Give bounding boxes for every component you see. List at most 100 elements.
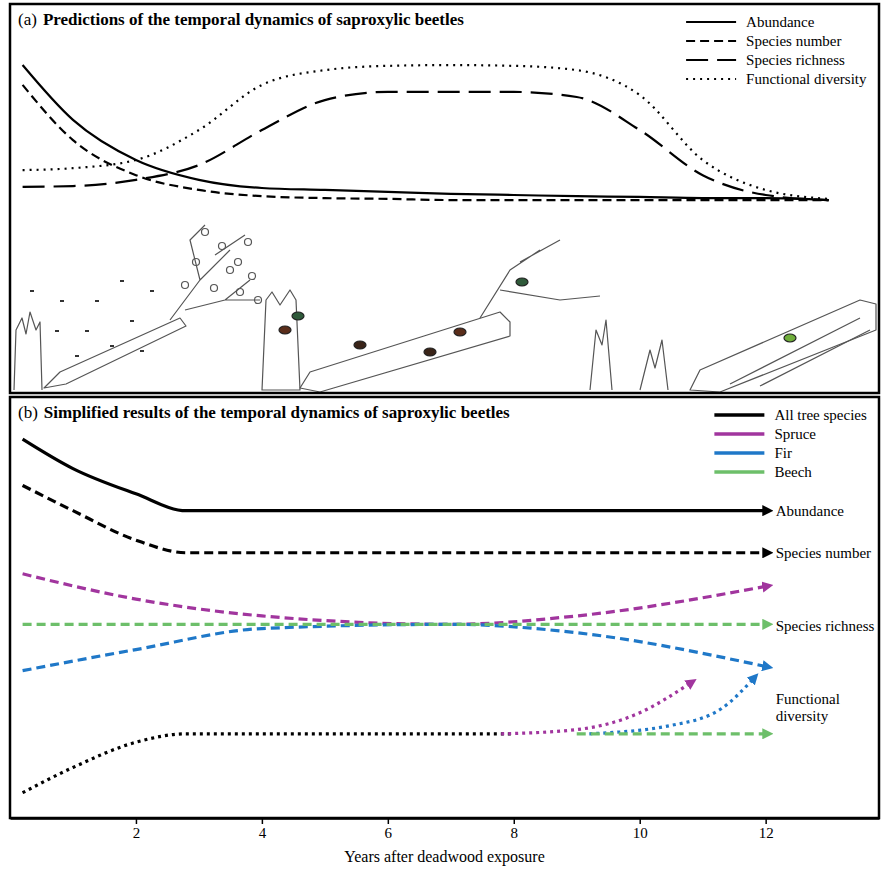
line-series xyxy=(23,734,514,793)
legend-swatch xyxy=(714,470,764,474)
legend-label: Species richness xyxy=(746,52,845,68)
sketch-line xyxy=(480,240,600,318)
line-series xyxy=(23,623,766,626)
sketch-insect xyxy=(60,300,64,302)
sketch-beetle xyxy=(784,334,796,342)
legend-label: Functional diversity xyxy=(746,71,867,87)
x-tick-label: 6 xyxy=(385,825,393,841)
legend-label: Species number xyxy=(746,33,841,49)
sketch-insect xyxy=(140,350,144,352)
sketch-beetle xyxy=(424,348,436,356)
sketch-insect xyxy=(75,355,79,357)
sketch-leaf xyxy=(249,273,256,280)
panel-letter: (a) xyxy=(18,10,37,29)
line-series xyxy=(23,65,829,200)
legend-label: Abundance xyxy=(746,14,815,30)
legend-swatch xyxy=(686,78,736,80)
sketch-insect xyxy=(30,290,34,292)
x-tick-mark xyxy=(262,818,264,824)
x-tick-mark xyxy=(639,818,641,824)
frame xyxy=(10,397,879,818)
illustration xyxy=(14,225,876,392)
legend-swatch xyxy=(686,59,736,61)
x-tick: 2 xyxy=(133,818,141,841)
panel: (b)Simplified results of the temporal dy… xyxy=(10,397,880,866)
legend-label: Fir xyxy=(774,445,792,461)
figure: (a) Predictions of the temporal dynamics … xyxy=(0,0,889,879)
series-group-label: Abundance xyxy=(776,503,845,519)
legend: All tree species Spruce Fir Beech xyxy=(714,407,867,480)
legend-label: All tree species xyxy=(774,407,867,423)
sketch-leaf xyxy=(237,289,244,296)
series-group-label: Functionaldiversity xyxy=(776,691,840,724)
x-axis-title: Years after deadwood exposure xyxy=(344,848,545,866)
sketch-insect xyxy=(110,345,114,347)
sketch-line xyxy=(44,318,186,388)
sketch-beetle xyxy=(516,278,528,286)
legend-swatch xyxy=(714,432,764,436)
legend: Abundance Species number Species richness F… xyxy=(686,14,867,87)
sketch-leaf xyxy=(219,243,226,250)
sketch-line xyxy=(730,318,870,386)
x-tick: 6 xyxy=(385,818,393,841)
panel-letter: (b) xyxy=(18,403,38,422)
sketch-leaf xyxy=(227,267,234,274)
legend-swatch xyxy=(714,413,764,417)
sketch-line xyxy=(262,290,300,390)
x-axis-line xyxy=(11,817,880,820)
sketch-line xyxy=(170,225,260,320)
sketch-leaf xyxy=(202,229,209,236)
x-tick: 8 xyxy=(511,818,519,841)
legend-label: Spruce xyxy=(774,426,816,442)
x-tick-label: 2 xyxy=(133,825,141,841)
sketch-leaf xyxy=(235,259,242,266)
plot-area xyxy=(23,65,829,200)
line-series xyxy=(23,624,766,670)
x-tick-mark xyxy=(514,818,516,824)
line-series xyxy=(577,732,766,735)
x-tick: 10 xyxy=(633,818,648,841)
x-tick-mark xyxy=(388,818,390,824)
x-tick-mark xyxy=(136,818,138,824)
sketch-beetle xyxy=(454,328,466,336)
line-series xyxy=(23,485,766,552)
sketch-insect xyxy=(85,330,89,332)
sketch-leaf xyxy=(182,282,189,289)
x-tick-label: 12 xyxy=(759,825,774,841)
x-tick-label: 10 xyxy=(633,825,648,841)
sketch-line xyxy=(300,312,510,392)
sketch-leaf xyxy=(211,285,218,292)
x-tick-mark xyxy=(765,818,767,824)
sketch-beetle xyxy=(292,312,304,320)
frame xyxy=(10,4,879,393)
sketch-insect xyxy=(95,300,99,302)
series-group-label: Species number xyxy=(776,545,871,561)
line-series xyxy=(23,574,766,625)
panel: (a) Predictions of the temporal dynamics … xyxy=(10,4,879,393)
x-tick-label: 4 xyxy=(259,825,267,841)
x-tick: 12 xyxy=(759,818,774,841)
line-series xyxy=(23,92,829,200)
legend-swatch xyxy=(686,21,736,23)
sketch-beetle xyxy=(279,326,291,334)
sketch-line xyxy=(14,312,42,390)
legend-swatch xyxy=(714,451,764,455)
sketch-insect xyxy=(130,320,134,322)
x-tick-label: 8 xyxy=(511,825,519,841)
sketch-insect xyxy=(120,280,124,282)
panel-title: Predictions of the temporal dynamics of … xyxy=(43,10,464,29)
line-series xyxy=(23,439,766,511)
line-series xyxy=(589,679,753,734)
sketch-leaf xyxy=(255,297,262,304)
legend-label: Beech xyxy=(774,464,812,480)
sketch-line xyxy=(690,300,876,392)
sketch-insect xyxy=(150,290,154,292)
sketch-leaf xyxy=(193,259,200,266)
sketch-insect xyxy=(55,330,59,332)
sketch-line xyxy=(590,320,612,390)
sketch-line xyxy=(640,340,668,390)
sketch-beetle xyxy=(354,341,366,349)
legend-swatch xyxy=(686,40,736,42)
plot-area xyxy=(23,439,766,793)
line-series xyxy=(23,85,829,200)
